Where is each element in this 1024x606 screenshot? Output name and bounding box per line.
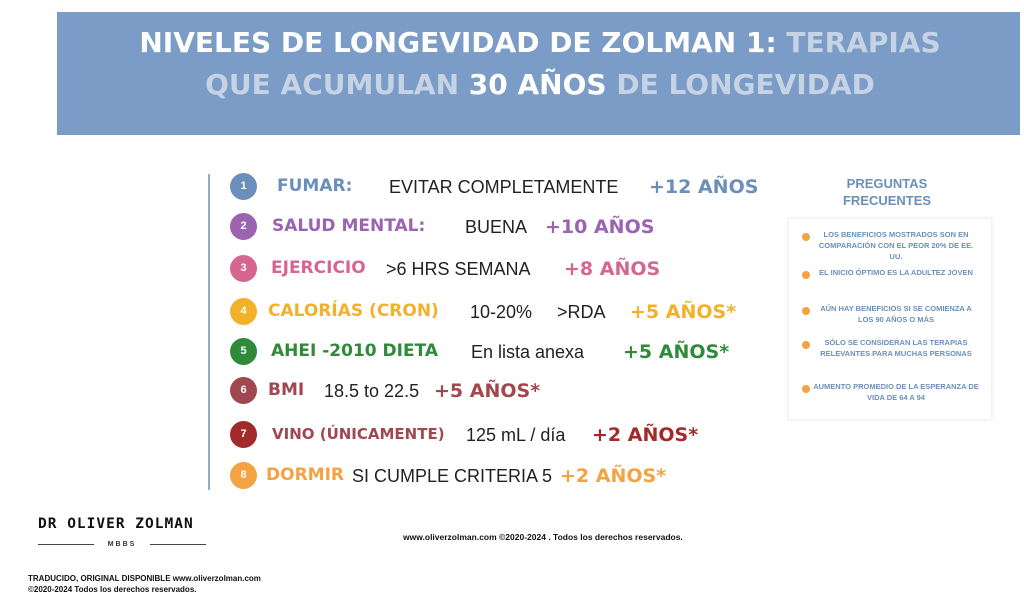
faq-item-text: EL INICIO ÓPTIMO ES LA ADULTEZ JOVEN (819, 268, 973, 277)
number-badge: 4 (230, 298, 257, 325)
category-label: EJERCICIO (271, 258, 366, 278)
category-label: BMI (268, 380, 305, 400)
page-title: NIVELES DE LONGEVIDAD DE ZOLMAN 1: TERAP… (60, 22, 1020, 106)
bullet-dot-icon (802, 233, 810, 241)
years-gained: +5 AÑOS* (630, 301, 737, 323)
years-gained: +2 AÑOS* (592, 424, 699, 446)
years-gained: +5 AÑOS* (623, 341, 730, 363)
category-label: SALUD MENTAL: (272, 216, 426, 236)
bullet-dot-icon (802, 271, 810, 279)
years-gained: +10 AÑOS (545, 216, 655, 238)
years-gained: +8 AÑOS (564, 258, 661, 280)
therapy-description: SI CUMPLE CRITERIA 5 (352, 466, 553, 486)
number-badge: 1 (230, 173, 257, 200)
category-label: CALORÍAS (CRON) (268, 301, 439, 321)
faq-item-text: AUMENTO PROMEDIO DE LA ESPERANZA DE VIDA… (813, 382, 979, 402)
copyright-note: ©2020-2024 Todos los derechos reservados… (28, 585, 197, 594)
faq-item-text: AÚN HAY BENEFICIOS SI SE COMIENZA A LOS … (820, 304, 972, 324)
therapy-description: 125 mL / día (466, 425, 566, 445)
category-label: FUMAR: (277, 176, 353, 196)
years-gained: +2 AÑOS* (560, 465, 667, 487)
list-divider-line (208, 174, 210, 490)
faq-title-line: PREGUNTAS (846, 176, 928, 191)
therapy-description: BUENA (465, 217, 528, 237)
category-label: AHEI -2010 DIETA (271, 341, 439, 361)
therapy-description: En lista anexa (471, 342, 585, 362)
title-text-light: DE LONGEVIDAD (606, 68, 875, 101)
title-text: NIVELES DE LONGEVIDAD DE ZOLMAN 1: (139, 26, 787, 59)
number-badge: 5 (230, 338, 257, 365)
therapy-description: EVITAR COMPLETAMENTE (389, 177, 619, 197)
logo-subtitle: MBBS (38, 540, 206, 550)
copyright-left: TRADUCIDO, ORIGINAL DISPONIBLE www.olive… (28, 573, 261, 595)
therapy-description-rda: >RDA (557, 302, 606, 322)
faq-item-text: SÓLO SE CONSIDERAN LAS TERAPIAS RELEVANT… (820, 338, 972, 358)
number-badge: 7 (230, 421, 257, 448)
years-gained: +12 AÑOS (649, 176, 759, 198)
faq-title: PREGUNTAS FRECUENTES (792, 175, 982, 209)
bullet-dot-icon (802, 385, 810, 393)
years-gained: +5 AÑOS* (434, 380, 541, 402)
therapy-description: >6 HRS SEMANA (386, 259, 531, 279)
therapy-description: 18.5 to 22.5 (324, 381, 420, 401)
category-label: DORMIR (266, 465, 344, 485)
logo-divider-right (150, 544, 206, 545)
number-badge: 2 (230, 213, 257, 240)
number-badge: 6 (230, 377, 257, 404)
title-text: 30 AÑOS (468, 68, 607, 101)
logo-degree: MBBS (107, 541, 137, 548)
logo-divider-left (38, 544, 94, 545)
therapy-description: 10-20% (470, 302, 533, 322)
title-line-1: NIVELES DE LONGEVIDAD DE ZOLMAN 1: TERAP… (60, 22, 1020, 64)
faq-panel: LOS BENEFICIOS MOSTRADOS SON EN COMPARAC… (788, 218, 992, 420)
title-banner (57, 12, 1020, 135)
category-label: VINO (ÚNICAMENTE) (272, 425, 445, 443)
number-badge: 3 (230, 255, 257, 282)
faq-item-text: LOS BENEFICIOS MOSTRADOS SON EN COMPARAC… (818, 230, 974, 261)
logo-name: DR OLIVER ZOLMAN (38, 516, 194, 532)
title-text-light: QUE ACUMULAN (205, 68, 469, 101)
faq-title-line: FRECUENTES (842, 193, 932, 208)
copyright-center: www.oliverzolman.com ©2020-2024 . Todos … (403, 532, 683, 542)
bullet-dot-icon (802, 307, 810, 315)
title-text-light: TERAPIAS (786, 26, 941, 59)
bullet-dot-icon (802, 341, 810, 349)
translation-note: TRADUCIDO, ORIGINAL DISPONIBLE www.olive… (28, 574, 261, 583)
title-line-2: QUE ACUMULAN 30 AÑOS DE LONGEVIDAD (60, 64, 1020, 106)
number-badge: 8 (230, 462, 257, 489)
